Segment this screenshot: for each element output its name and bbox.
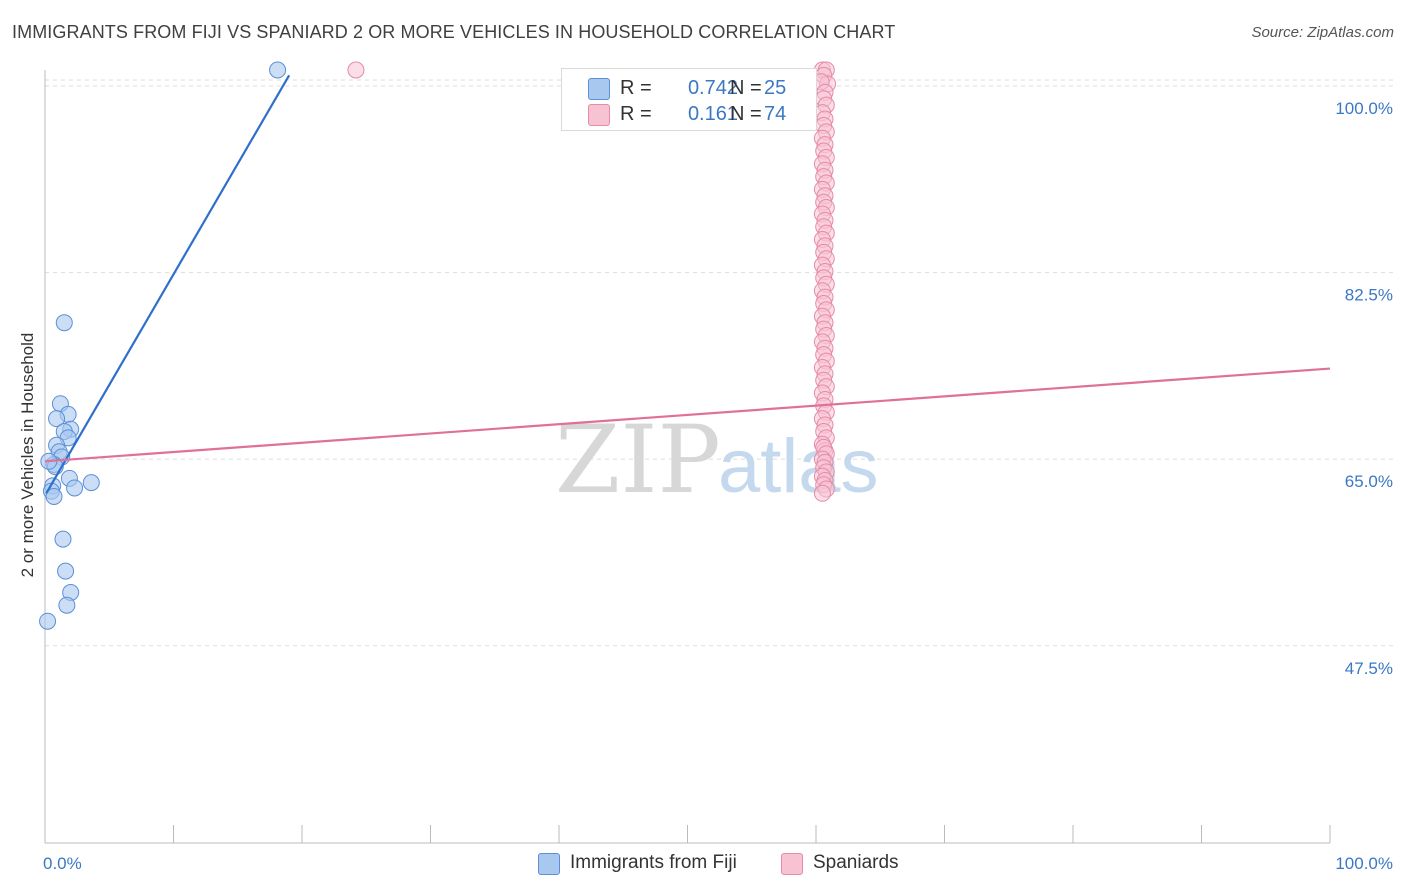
legend-n-label: N =	[730, 77, 762, 99]
legend-r-value: 0.161	[687, 103, 738, 125]
fiji-point	[82, 474, 100, 492]
fiji-point	[269, 61, 287, 79]
watermark-atlas: atlas	[718, 424, 879, 509]
source-label: Source: ZipAtlas.com	[1251, 24, 1394, 41]
spaniard-trendline	[44, 367, 1331, 463]
fiji-point	[57, 562, 75, 580]
legend-r-label: R =	[620, 103, 652, 125]
y-tick-label: 100.0%	[1335, 99, 1393, 118]
trendlines	[44, 74, 1331, 494]
x-tick-label-left: 0.0%	[43, 854, 82, 873]
legend-r-value: 0.742	[687, 77, 738, 99]
y-axis-label: 2 or more Vehicles in Household	[18, 333, 37, 578]
legend-r-label: R =	[620, 77, 652, 99]
fiji-point	[48, 410, 66, 428]
grid-lines	[45, 79, 1393, 647]
legend-n-value: 25	[764, 77, 787, 99]
legend-n-label: N =	[730, 103, 762, 125]
fiji-point	[45, 487, 63, 505]
tick-labels: 100.0% 82.5% 65.0% 47.5% 0.0% 100.0%	[43, 99, 1393, 873]
watermark-zip: ZIP	[555, 406, 721, 515]
fiji-point	[39, 612, 57, 630]
watermark: ZIP atlas	[555, 406, 879, 515]
y-tick-label: 47.5%	[1345, 659, 1393, 678]
y-tick-label: 82.5%	[1345, 286, 1393, 305]
chart-title: IMMIGRANTS FROM FIJI VS SPANIARD 2 OR MO…	[12, 22, 896, 42]
bottom-legend-fiji[interactable]: Immigrants from Fiji	[538, 850, 768, 878]
legend-swatch-spaniards	[588, 104, 610, 126]
y-tick-label: 65.0%	[1345, 472, 1393, 491]
legend-n-value: 74	[764, 103, 787, 125]
bottom-legend-spaniards[interactable]: Spaniards	[781, 850, 921, 878]
bottom-swatch-spaniards	[781, 853, 803, 875]
series-spaniards	[347, 61, 837, 502]
bottom-legend-spaniards-label: Spaniards	[813, 852, 899, 873]
spaniard-point	[813, 484, 831, 502]
fiji-trendline	[45, 74, 291, 494]
fiji-point	[58, 596, 76, 614]
bottom-swatch-fiji	[538, 853, 560, 875]
x-tick-label-right: 100.0%	[1335, 854, 1393, 873]
legend-swatch-fiji	[588, 78, 610, 100]
fiji-point	[54, 530, 72, 548]
spaniard-point	[347, 61, 365, 79]
bottom-legend-fiji-label: Immigrants from Fiji	[570, 852, 737, 873]
fiji-point	[55, 314, 73, 332]
correlation-legend: R = 0.742 N = 25 R = 0.161 N = 74	[561, 68, 817, 131]
fiji-point	[66, 479, 84, 497]
